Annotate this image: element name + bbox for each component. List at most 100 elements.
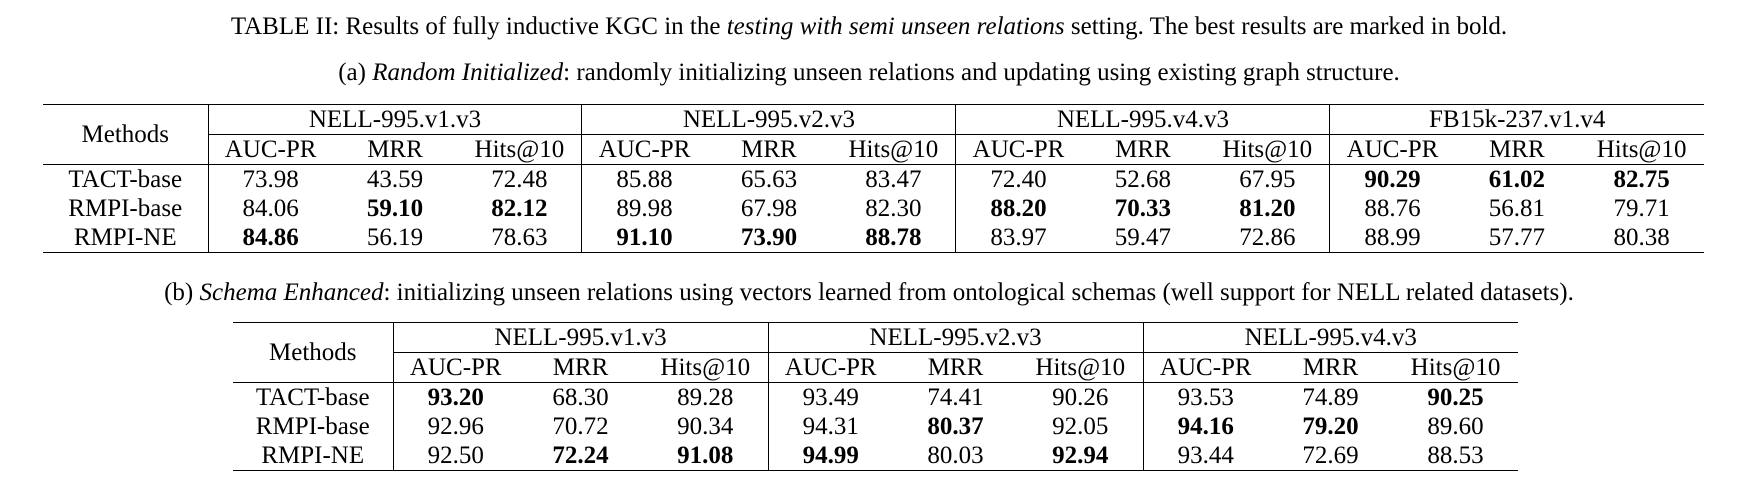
result-cell: 80.37 (927, 413, 984, 440)
result-cell: 65.63 (740, 166, 798, 193)
subtable-emphasis: Schema Enhanced (199, 279, 384, 306)
metric-header: Hits@10 (831, 134, 956, 165)
data-row: RMPI-base 84.06 59.10 82.12 89.98 67.98 82.30 8… (43, 194, 1704, 223)
result-cell: 79.71 (1613, 195, 1670, 222)
result-cell: 94.99 (767, 441, 893, 471)
header-row: AUC-PR MRR Hits@10 AUC-PR MRR Hits@10 AUC-PR MR… (43, 134, 1704, 165)
metric-header: AUC-PR (1329, 134, 1455, 165)
result-cell: 68.30 (552, 384, 609, 411)
result-cell: 89.60 (1427, 413, 1484, 440)
metric-header: Hits@10 (457, 134, 582, 165)
metric-header: MRR (332, 134, 458, 165)
result-cell: 81.20 (1239, 195, 1296, 222)
metric-header: Hits@10 (1018, 352, 1143, 383)
metric-header: AUC-PR (955, 134, 1081, 165)
method-name: RMPI-base (68, 195, 183, 222)
result-cell: 59.47 (1114, 224, 1172, 251)
result-cell: 92.50 (392, 441, 518, 471)
caption-text: TABLE II: Results of fully inductive KGC… (230, 13, 727, 40)
result-cell: 92.94 (1052, 442, 1109, 469)
result-cell: 57.77 (1488, 224, 1546, 251)
result-cell: 88.53 (1427, 442, 1484, 469)
header-row: AUC-PR MRR Hits@10 AUC-PR MRR Hits@10 AUC-PR MR… (233, 352, 1519, 383)
result-cell: 91.08 (677, 442, 734, 469)
result-cell: 89.28 (677, 384, 734, 411)
result-cell: 94.16 (1142, 412, 1268, 441)
result-cell: 52.68 (1114, 166, 1172, 193)
result-cell: 82.12 (491, 195, 548, 222)
result-cell: 72.24 (552, 442, 609, 469)
result-cell: 90.25 (1427, 384, 1484, 411)
subtable-description: : initializing unseen relations using ve… (383, 279, 1574, 306)
dataset-header: NELL-995.v2.v3 (581, 104, 956, 135)
metric-header: MRR (893, 352, 1018, 383)
caption-text: setting. The best results are marked in … (1064, 13, 1508, 40)
metric-header: AUC-PR (581, 134, 707, 165)
result-cell: 43.59 (366, 166, 424, 193)
result-cell: 91.10 (581, 223, 707, 253)
dataset-header: NELL-995.v4.v3 (955, 104, 1330, 135)
metric-header: Hits@10 (1205, 134, 1330, 165)
data-row: TACT-base 93.20 68.30 89.28 93.49 74.41 90.26 9… (233, 382, 1518, 412)
result-cell: 78.63 (491, 224, 548, 251)
metric-header: Hits@10 (1393, 352, 1519, 383)
result-cell: 90.34 (677, 413, 734, 440)
data-row: RMPI-NE 84.86 56.19 78.63 91.10 73.90 88.78 83.… (43, 223, 1704, 253)
result-cell: 83.97 (955, 223, 1081, 253)
method-name: RMPI-NE (261, 442, 365, 469)
result-cell: 90.29 (1329, 164, 1455, 194)
result-cell: 70.72 (552, 413, 609, 440)
metric-header: MRR (1454, 134, 1580, 165)
result-cell: 88.78 (865, 224, 922, 251)
data-row: RMPI-NE 92.50 72.24 91.08 94.99 80.03 92.94 93.… (233, 441, 1518, 471)
result-cell: 84.86 (207, 223, 333, 253)
metric-header: AUC-PR (207, 134, 333, 165)
result-cell: 56.81 (1488, 195, 1546, 222)
result-cell: 72.48 (491, 166, 548, 193)
result-cell: 88.20 (955, 194, 1081, 223)
result-cell: 79.20 (1302, 413, 1359, 440)
result-cell: 73.90 (740, 224, 798, 251)
result-cell: 72.86 (1239, 224, 1296, 251)
result-cell: 70.33 (1114, 195, 1172, 222)
result-cell: 74.41 (927, 384, 984, 411)
result-cell: 80.38 (1613, 224, 1670, 251)
methods-header: Methods (43, 104, 208, 165)
dataset-header: NELL-995.v1.v3 (392, 322, 768, 353)
result-cell: 84.06 (207, 194, 333, 223)
subtable-caption: (b) Schema Enhanced: initializing unseen… (0, 278, 1738, 308)
result-cell: 88.76 (1329, 194, 1455, 223)
metric-header: AUC-PR (1142, 352, 1268, 383)
result-cell: 90.26 (1052, 384, 1109, 411)
result-cell: 74.89 (1302, 384, 1359, 411)
result-cell: 92.96 (392, 412, 518, 441)
data-row: TACT-base 73.98 43.59 72.48 85.88 65.63 83.47 7… (43, 164, 1704, 194)
metric-header: MRR (518, 352, 643, 383)
result-cell: 59.10 (366, 195, 424, 222)
result-cell: 80.03 (927, 442, 984, 469)
header-row: Methods NELL-995.v1.v3 NELL-995.v2.v3 NELL-… (233, 322, 1519, 383)
dataset-header: NELL-995.v4.v3 (1142, 322, 1519, 353)
subtable-label: (b) (164, 279, 200, 306)
data-row: RMPI-base 92.96 70.72 90.34 94.31 80.37 92.05 9… (233, 412, 1518, 441)
method-name: TACT-base (68, 166, 183, 193)
result-cell: 67.95 (1239, 166, 1296, 193)
subtable-description: : randomly initializing unseen relations… (563, 59, 1400, 86)
metric-header: AUC-PR (392, 352, 518, 383)
result-cell: 94.31 (767, 412, 893, 441)
results-table: Methods NELL-995.v1.v3 NELL-995.v2.v3 NELL-… (43, 104, 1704, 253)
metric-header: MRR (1080, 134, 1206, 165)
result-cell: 92.05 (1052, 413, 1109, 440)
result-cell: 67.98 (740, 195, 798, 222)
results-table: Methods NELL-995.v1.v3 NELL-995.v2.v3 NELL-… (233, 322, 1519, 471)
method-name: RMPI-NE (73, 224, 177, 251)
metric-header: AUC-PR (767, 352, 893, 383)
result-cell: 56.19 (366, 224, 424, 251)
result-cell: 93.53 (1142, 382, 1268, 412)
result-cell: 61.02 (1488, 166, 1546, 193)
metric-header: MRR (706, 134, 832, 165)
caption-emphasis: testing with semi unseen relations (726, 13, 1065, 40)
result-cell: 93.20 (392, 382, 518, 412)
result-cell: 83.47 (865, 166, 922, 193)
